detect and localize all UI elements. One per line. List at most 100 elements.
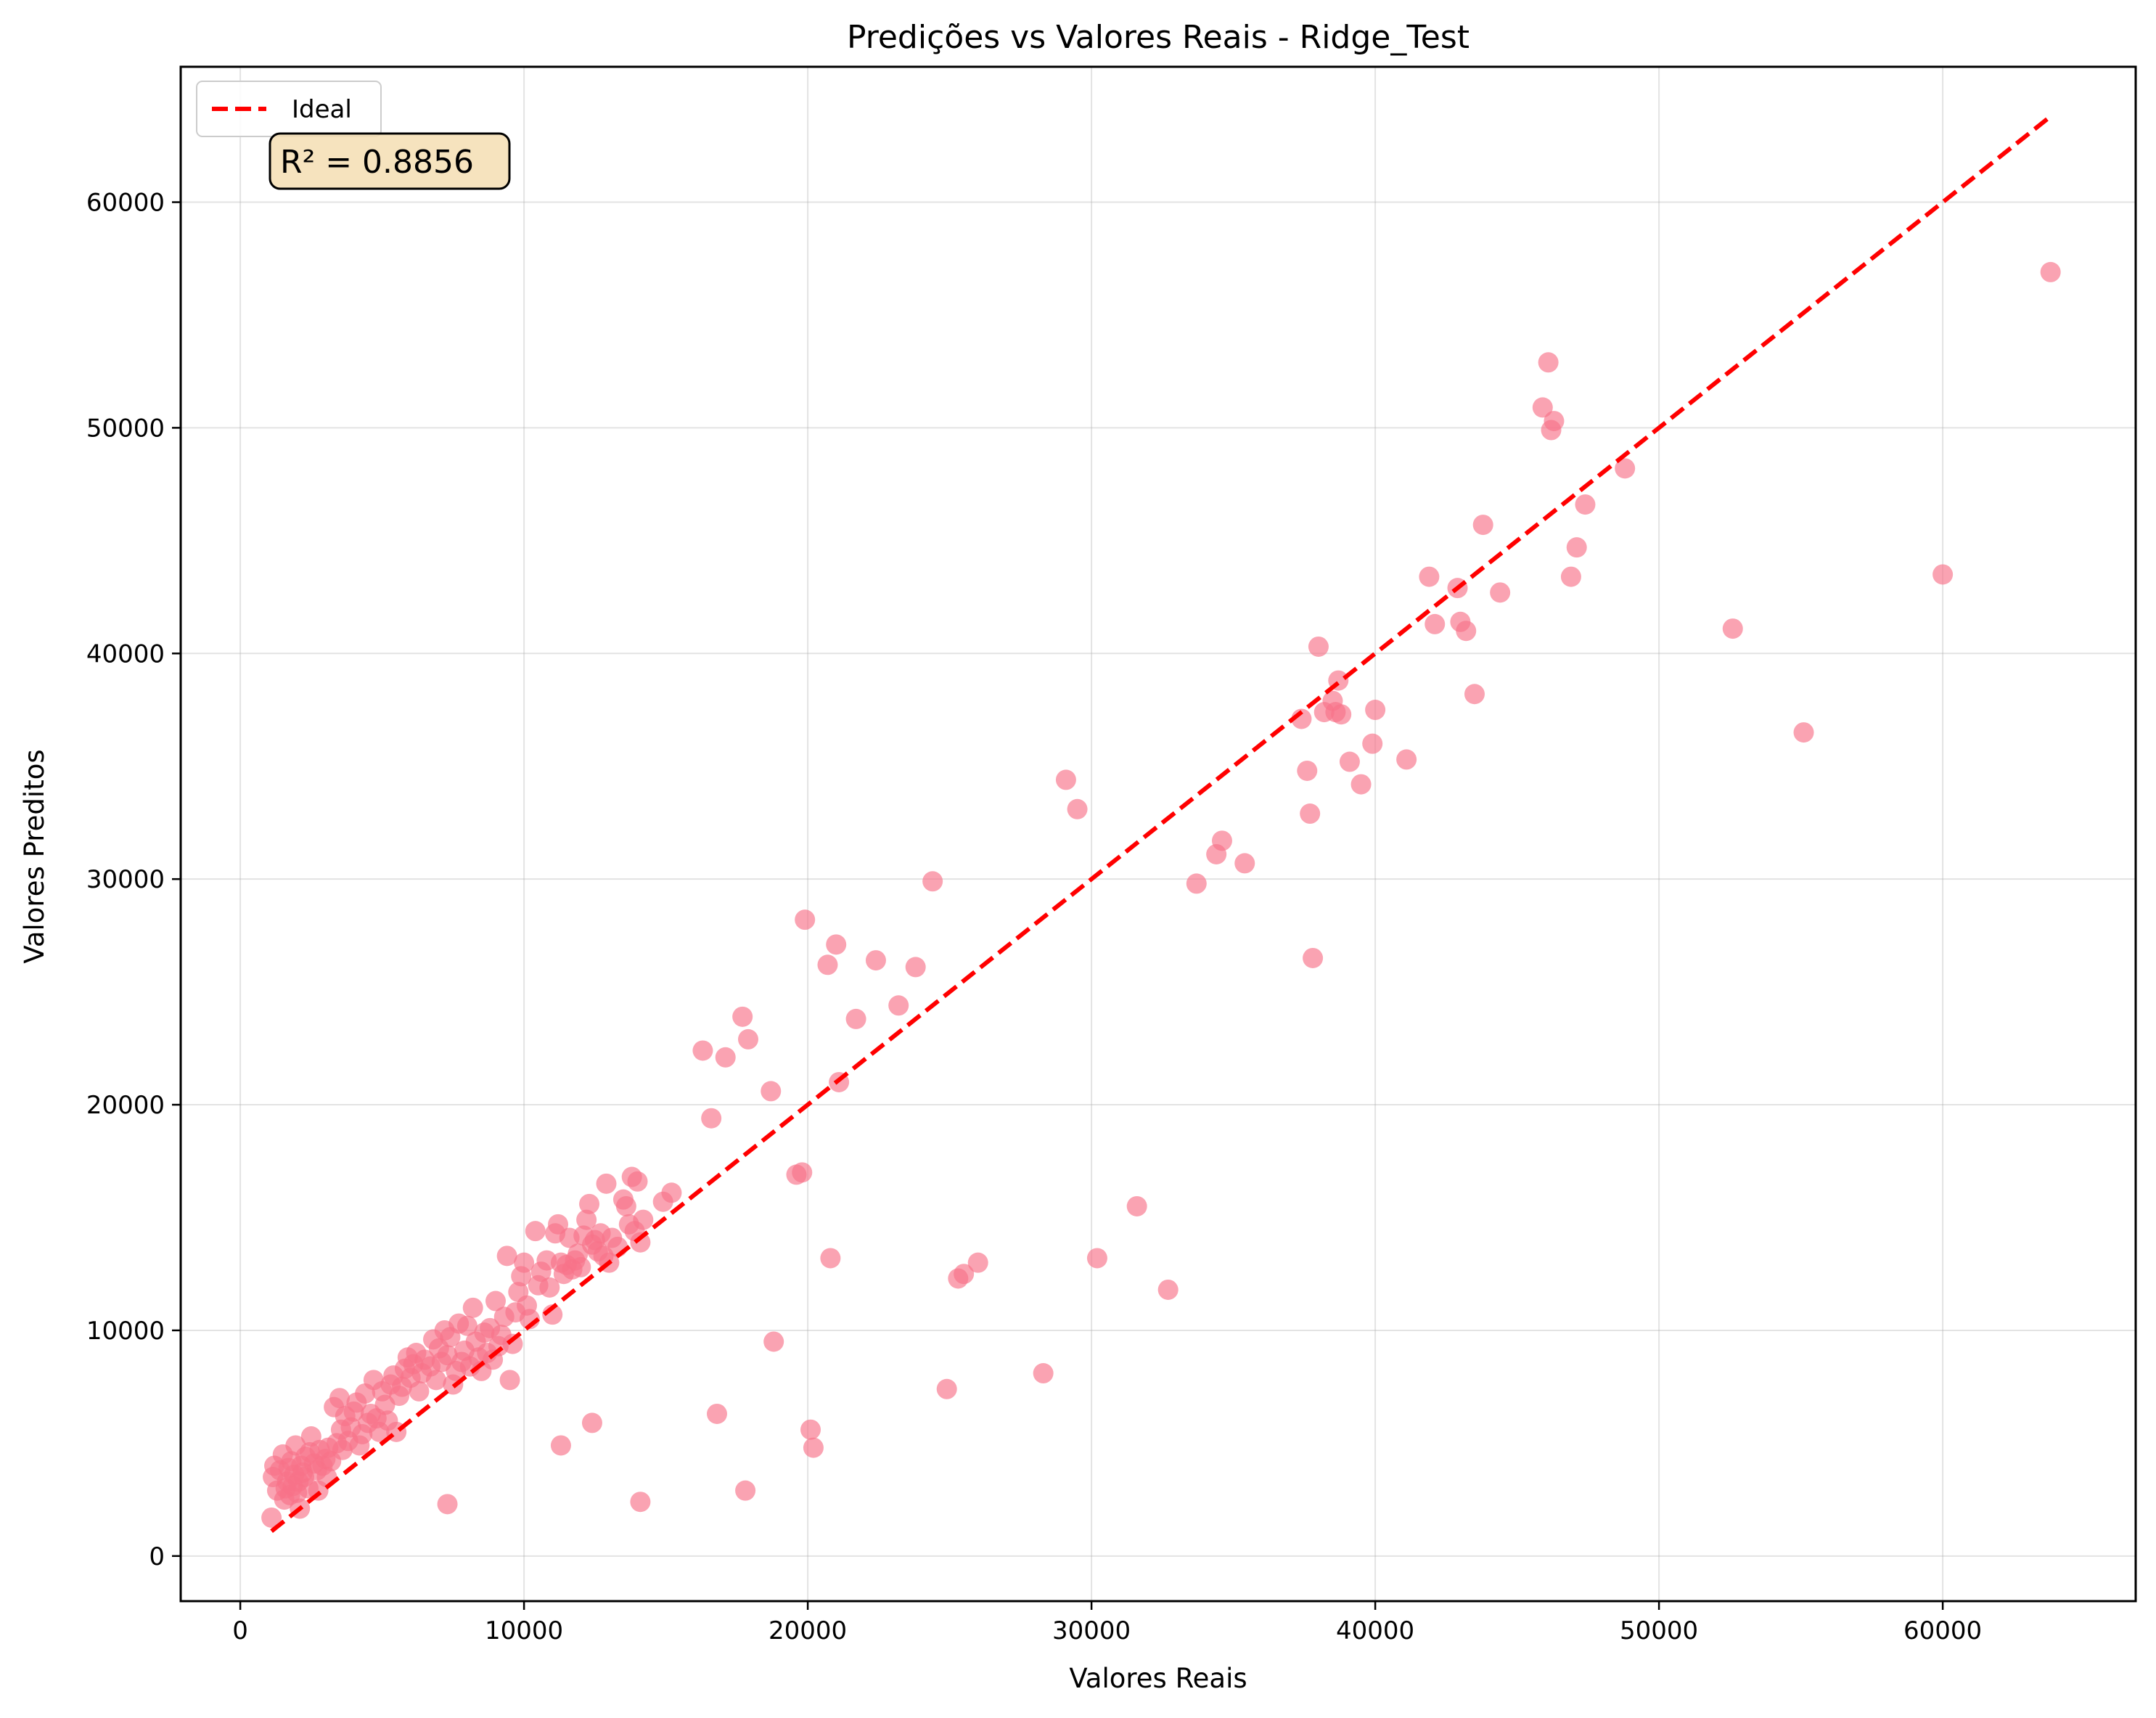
data-point [888,995,909,1016]
y-axis-title: Valores Preditos [19,749,50,963]
data-point [792,1162,813,1183]
data-point [409,1380,430,1402]
data-point [865,950,886,971]
y-tick-label: 30000 [86,865,165,894]
data-point [1303,947,1324,968]
data-point [1067,798,1088,819]
data-point [2040,261,2061,282]
data-point [514,1252,535,1273]
data-point [462,1297,483,1318]
data-point [803,1437,824,1458]
x-tick-label: 60000 [1903,1616,1982,1645]
data-point [1365,700,1386,721]
data-point [715,1047,736,1068]
data-point [499,1370,520,1391]
data-point [596,1173,617,1194]
data-point [1086,1248,1107,1269]
data-point [496,1245,517,1267]
data-point [1300,803,1321,825]
data-point [1362,733,1383,754]
data-point [1490,582,1511,603]
data-point [795,909,816,930]
data-point [1211,830,1232,851]
data-point [1055,769,1076,790]
scatter-points [261,261,2061,1528]
x-tick-label: 0 [232,1616,248,1645]
data-point [525,1221,546,1242]
r2-annotation-text: R² = 0.8856 [280,144,474,181]
ideal-line [270,115,2052,1533]
r2-annotation: R² = 0.8856 [269,132,511,190]
y-tick-label: 0 [149,1542,165,1571]
data-point [1308,636,1329,657]
data-point [967,1252,988,1273]
data-point [761,1081,782,1102]
data-point [1615,458,1636,479]
data-point [661,1182,682,1203]
data-point [954,1264,975,1285]
data-point [1419,566,1440,587]
y-axis: 0 10000 20000 30000 40000 50000 60000 [86,189,181,1571]
x-tick-label: 40000 [1336,1616,1414,1645]
data-point [615,1195,636,1216]
data-point [692,1040,713,1061]
y-tick-label: 40000 [86,639,165,668]
data-point [579,1193,600,1214]
data-point [1464,684,1485,705]
data-point [1544,411,1565,432]
legend: Ideal [196,81,382,137]
data-point [261,1507,282,1528]
data-point [826,934,847,955]
x-axis: 0 10000 20000 30000 40000 50000 60000 [232,1601,1982,1645]
data-point [701,1108,722,1129]
x-tick-label: 30000 [1052,1616,1131,1645]
data-point [437,1494,458,1515]
data-point [738,1028,759,1050]
data-point [1538,352,1559,373]
data-point [425,1370,446,1391]
data-point [1472,515,1493,536]
data-point [485,1290,507,1312]
legend-label-ideal: Ideal [292,95,352,124]
data-point [630,1492,651,1513]
data-point [820,1248,841,1269]
data-point [630,1232,651,1253]
data-point [581,1412,602,1433]
data-point [1566,537,1587,558]
x-tick-label: 20000 [768,1616,847,1645]
x-tick-label: 10000 [485,1616,563,1645]
data-point [763,1331,784,1352]
data-point [502,1333,523,1354]
data-point [845,1008,866,1029]
x-tick-label: 50000 [1620,1616,1698,1645]
y-tick-label: 60000 [86,189,165,218]
data-point [576,1209,597,1230]
data-point [627,1171,648,1192]
y-tick-label: 10000 [86,1317,165,1346]
data-point [539,1277,560,1298]
data-point [706,1403,727,1424]
data-point [936,1378,957,1399]
data-point [735,1480,756,1501]
grid-lines [181,67,2136,1601]
data-point [1575,494,1596,515]
data-point [922,871,943,892]
y-tick-label: 50000 [86,414,165,443]
data-point [1186,873,1207,894]
data-point [1532,397,1553,418]
data-point [1425,613,1446,634]
r2-annotation-box [269,132,511,190]
data-point [548,1214,569,1235]
chart-title: Predições vs Valores Reais - Ridge_Test [847,19,1470,56]
data-point [633,1209,654,1230]
data-point [1126,1195,1147,1216]
data-point [1157,1279,1179,1300]
data-point [1297,760,1318,781]
data-point [1932,564,1954,585]
data-point [1339,751,1360,772]
data-point [550,1435,571,1456]
data-point [1234,853,1255,874]
data-point [456,1315,477,1336]
data-point [1033,1363,1054,1384]
